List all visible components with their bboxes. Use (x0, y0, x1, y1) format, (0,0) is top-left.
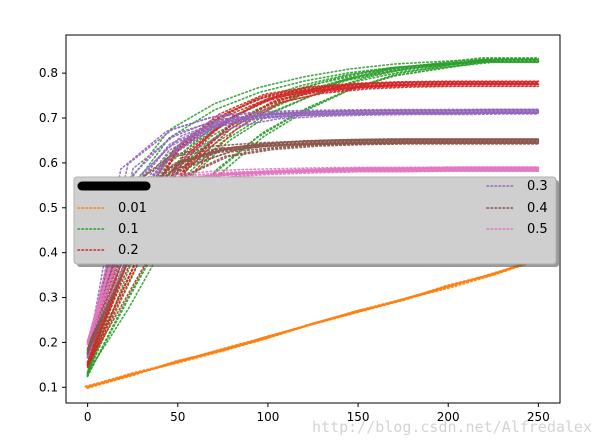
legend-label: 0.3 (527, 179, 548, 194)
y-tick-label: 0.5 (39, 201, 58, 215)
x-tick-label: 200 (437, 410, 460, 424)
series-line (86, 112, 540, 359)
y-tick-label: 0.3 (39, 291, 58, 305)
series-line (86, 111, 540, 358)
series-line (86, 140, 540, 352)
x-tick-label: 250 (527, 410, 550, 424)
y-tick-label: 0.6 (39, 156, 58, 170)
y-tick-label: 0.2 (39, 335, 58, 349)
legend-label: 0.5 (527, 222, 548, 237)
x-axis: 0 50 100 150 200 250 (84, 403, 550, 424)
legend-label: 0.4 (527, 201, 548, 216)
legend: 0.01 0.1 0.2 0.3 0.4 0.5 (73, 176, 559, 267)
y-tick-label: 0.1 (39, 380, 58, 394)
legend-label: 0.1 (118, 222, 139, 237)
series-line (86, 109, 540, 356)
series-line (86, 58, 540, 375)
legend-label: 0.01 (118, 201, 147, 216)
y-tick-label: 0.8 (39, 66, 58, 80)
x-tick-label: 0 (84, 410, 92, 424)
plot-area-frame (65, 34, 561, 404)
series-line (86, 113, 540, 359)
legend-box (73, 176, 557, 265)
x-tick-label: 50 (170, 410, 185, 424)
y-axis: 0.1 0.2 0.3 0.4 0.5 0.6 0.7 0.8 (39, 66, 66, 394)
series-line (86, 108, 540, 355)
series-0-01 (84, 257, 541, 390)
series-line (86, 81, 540, 365)
series-line (86, 108, 540, 355)
series-line (87, 257, 540, 388)
series-layer (83, 57, 541, 390)
legend-label: 0.2 (118, 243, 139, 258)
y-tick-label: 0.7 (39, 111, 58, 125)
x-tick-label: 100 (256, 410, 279, 424)
series-line (86, 80, 540, 364)
x-tick-label: 150 (347, 410, 370, 424)
y-tick-label: 0.4 (39, 246, 58, 260)
series-line (86, 166, 540, 342)
watermark: http://blog.csdn.net/Alfredalex (312, 418, 592, 436)
